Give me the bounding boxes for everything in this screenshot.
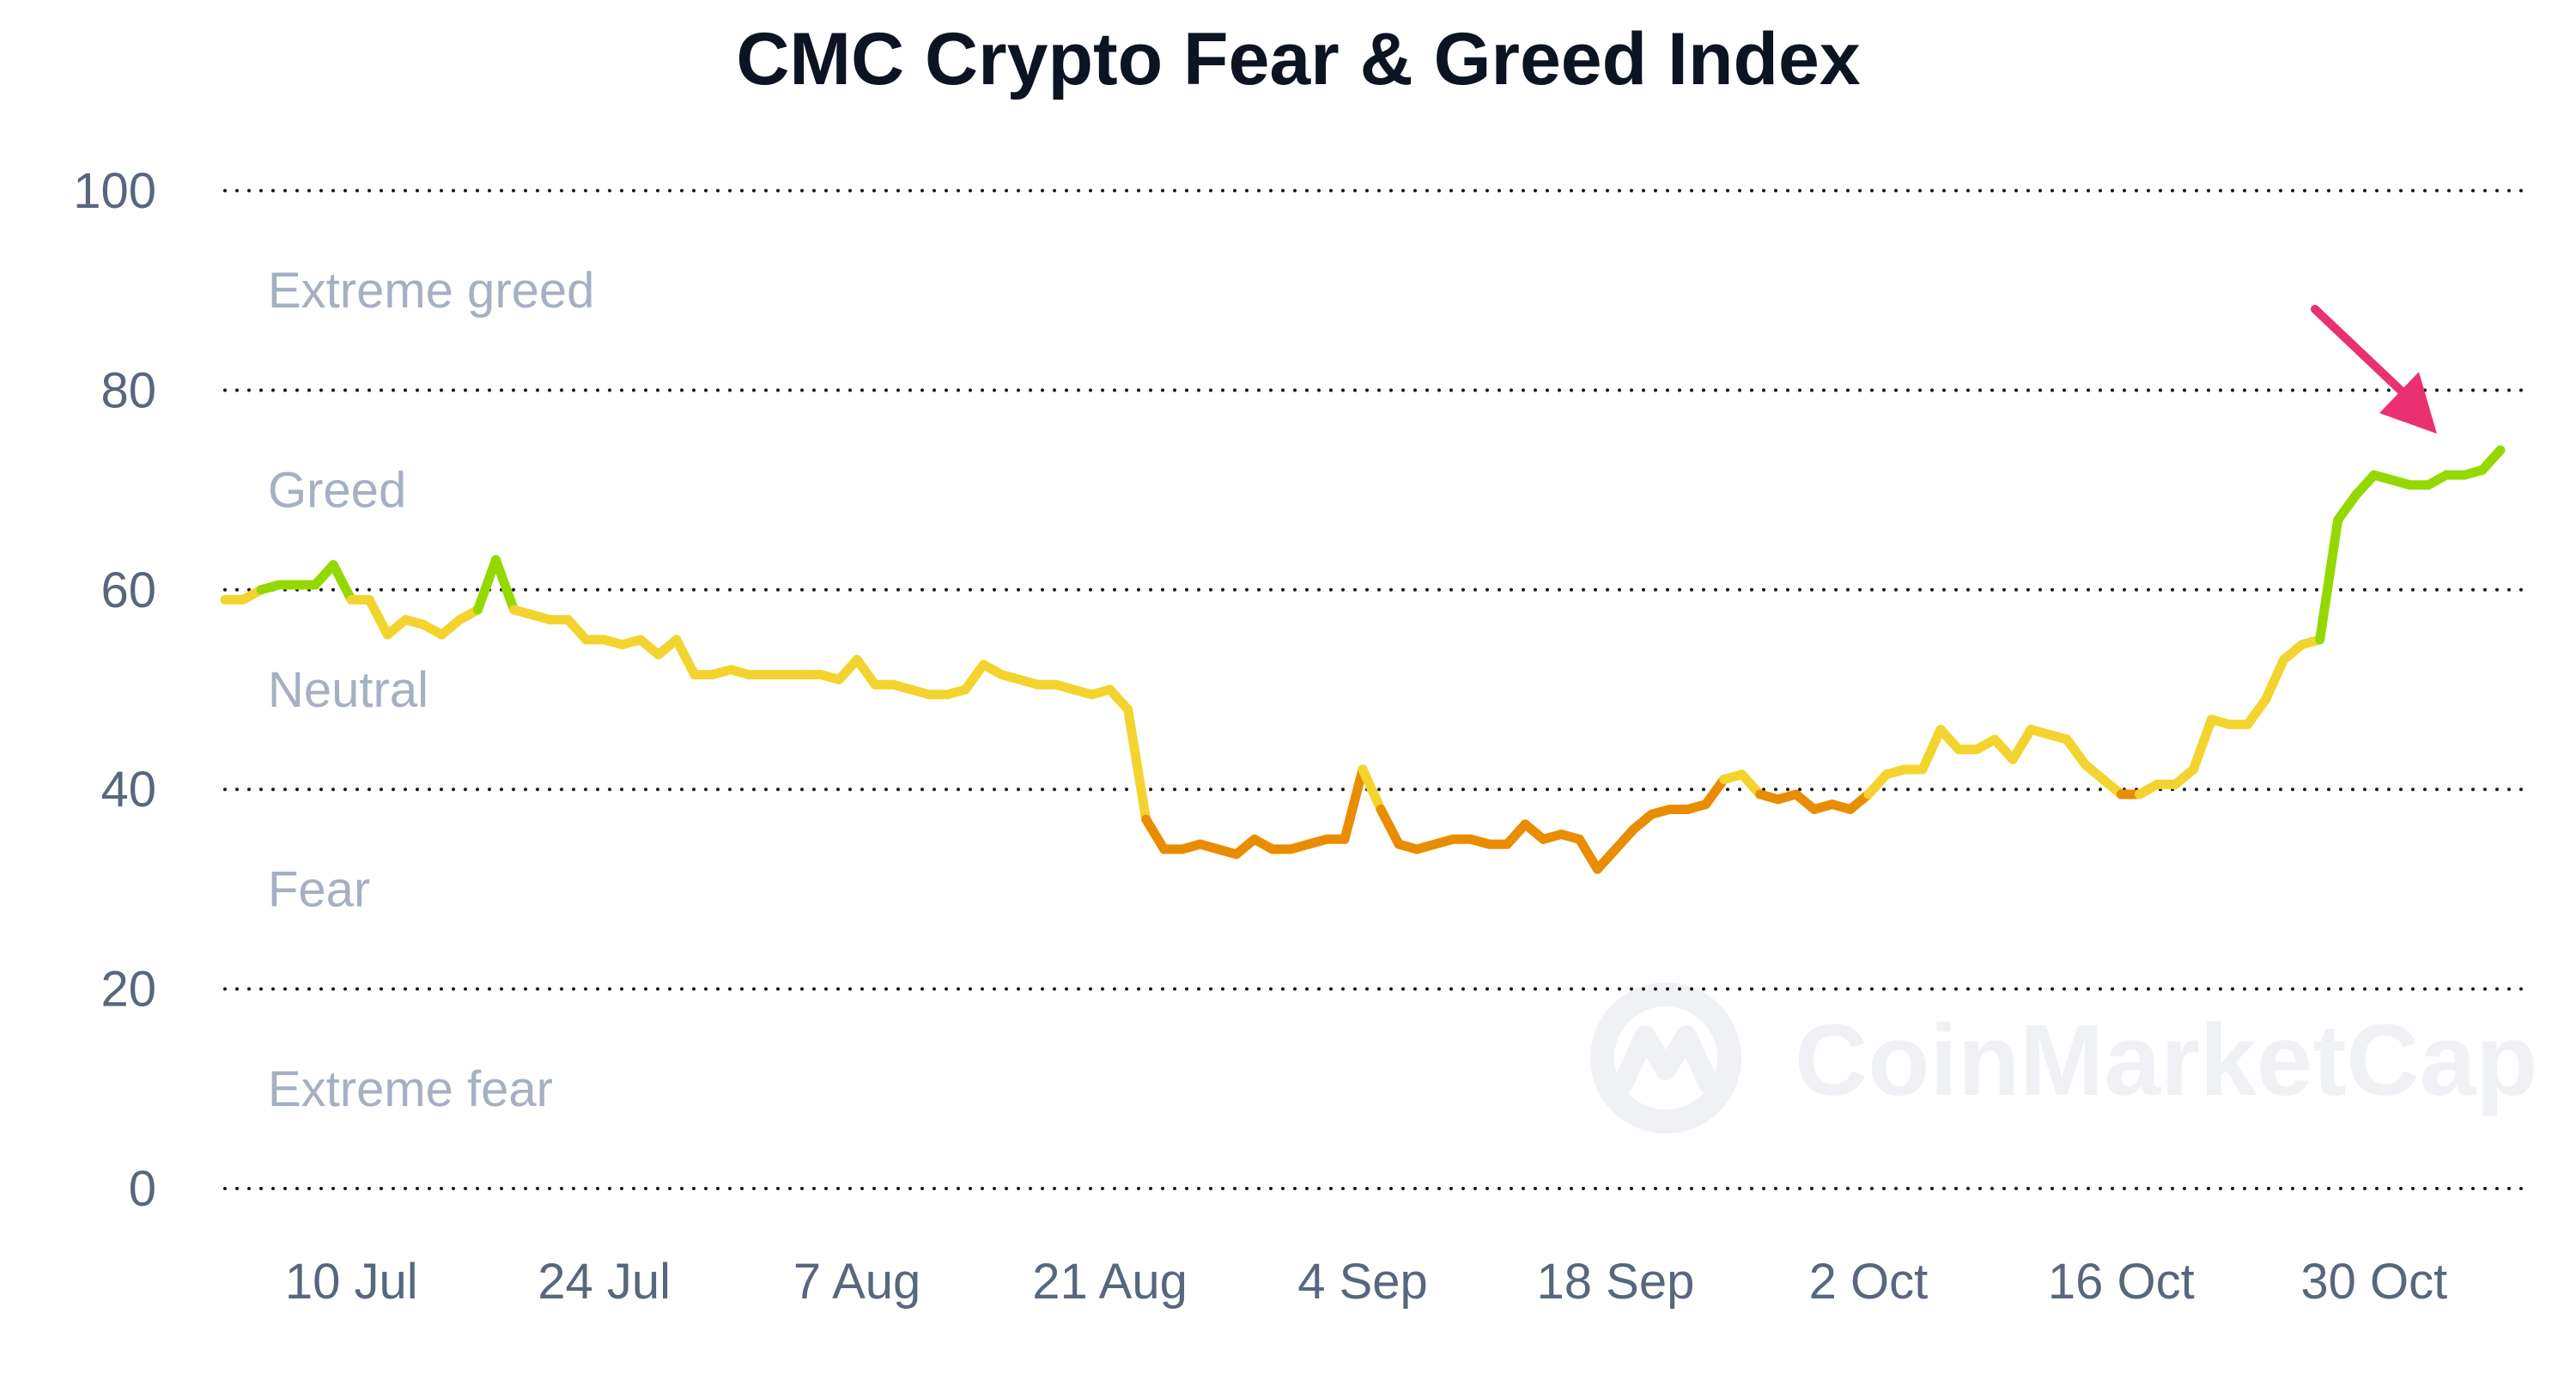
x-tick-label: 7 Aug (793, 1254, 920, 1310)
y-tick-label: 100 (73, 163, 156, 219)
y-tick-label: 0 (129, 1161, 156, 1217)
series-segment (1701, 775, 1729, 810)
series-segment (472, 555, 501, 615)
series-segment (1340, 764, 1368, 844)
series-segment (1358, 764, 1386, 814)
series-segment (2477, 445, 2506, 475)
watermark-text: CoinMarketCap (1795, 1004, 2537, 1117)
series-segment (960, 660, 988, 695)
series-segment (2315, 514, 2343, 645)
series-segment (2188, 714, 2216, 775)
zone-label: Fear (268, 861, 370, 917)
watermark: CoinMarketCap (1590, 982, 2537, 1134)
series-segment (1141, 814, 1170, 854)
gridlines (223, 189, 2526, 1190)
series-segment (2333, 489, 2361, 525)
series-segment (2062, 734, 2090, 769)
x-tick-label: 4 Sep (1297, 1254, 1428, 1310)
x-tick-label: 10 Jul (285, 1254, 418, 1310)
x-tick-label: 16 Oct (2048, 1254, 2195, 1310)
series-segment (2008, 724, 2036, 764)
series-segment (2243, 695, 2271, 730)
series-segment (364, 594, 392, 640)
zone-label: Greed (268, 463, 406, 519)
series-segment (490, 555, 519, 615)
x-tick-label: 30 Oct (2300, 1254, 2447, 1310)
zone-label: Neutral (268, 662, 428, 718)
chart-title: CMC Crypto Fear & Greed Index (736, 18, 1861, 100)
x-tick-label: 24 Jul (538, 1254, 671, 1310)
series-segment (852, 654, 880, 690)
coinmarketcap-logo-icon (1590, 982, 1741, 1134)
series-segment (1574, 834, 1602, 874)
y-tick-label: 40 (100, 762, 156, 818)
x-tick-label: 18 Sep (1537, 1254, 1695, 1310)
zone-label: Extreme greed (268, 263, 594, 319)
series-segment (1917, 724, 1946, 775)
series-segment (328, 560, 356, 605)
y-tick-label: 60 (100, 562, 156, 618)
highlight-arrow-icon (2311, 305, 2437, 434)
y-tick-label: 80 (100, 362, 156, 418)
x-axis-ticks: 10 Jul 24 Jul 7 Aug 21 Aug 4 Sep 18 Sep 2 Oct 1… (285, 1254, 2447, 1310)
x-tick-label: 2 Oct (1809, 1254, 1929, 1310)
y-axis-ticks: 0 20 40 60 80 100 (73, 163, 156, 1217)
zone-labels: Extreme greed Greed Neutral Fear Extreme fea… (268, 263, 594, 1117)
x-tick-label: 21 Aug (1032, 1254, 1188, 1310)
series-segment (1376, 804, 1404, 849)
series-segment (2261, 654, 2289, 705)
y-tick-label: 20 (100, 962, 156, 1018)
zone-label: Extreme fear (268, 1061, 553, 1117)
series-segment (1123, 704, 1151, 824)
series-segment (671, 635, 700, 680)
fear-greed-series-line (220, 445, 2506, 874)
